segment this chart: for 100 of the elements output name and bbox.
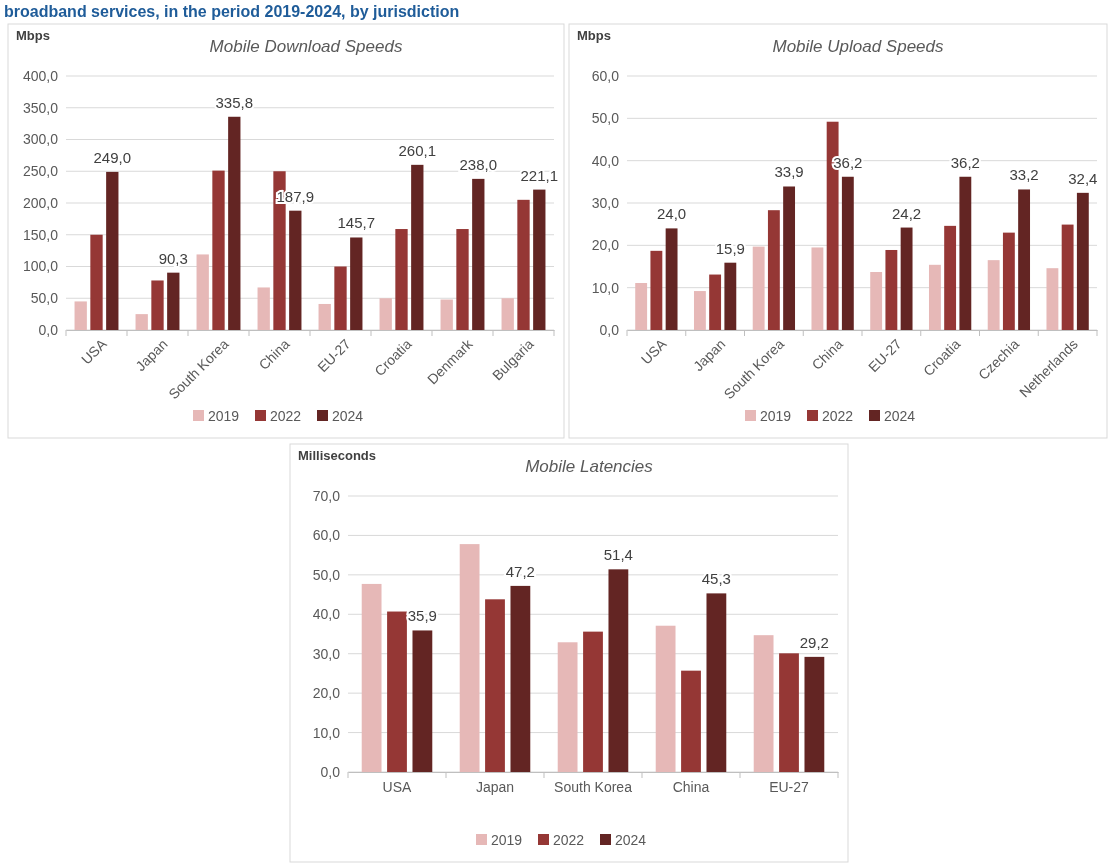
x-tick-label: EU-27 bbox=[769, 778, 810, 795]
bar bbox=[959, 176, 972, 330]
y-tick-label: 30,0 bbox=[591, 194, 620, 211]
data-label: 29,2 bbox=[799, 633, 829, 651]
y-tick-label: 0,0 bbox=[599, 321, 620, 338]
bar bbox=[510, 585, 531, 772]
x-tick-label: USA bbox=[77, 335, 111, 368]
data-label: 249,0 bbox=[93, 148, 132, 166]
data-label: 51,4 bbox=[603, 546, 633, 564]
bar bbox=[361, 583, 382, 772]
y-axis-title: Mbps bbox=[577, 28, 611, 43]
y-tick-label: 10,0 bbox=[591, 279, 620, 296]
data-label: 24,0 bbox=[656, 205, 687, 223]
bar bbox=[485, 599, 505, 772]
bar bbox=[608, 569, 629, 772]
bar bbox=[196, 254, 209, 330]
data-label: 335,8 bbox=[215, 93, 254, 111]
legend-label: 2019 bbox=[760, 408, 792, 424]
y-tick-label: 150,0 bbox=[22, 226, 59, 243]
y-tick-label: 20,0 bbox=[591, 237, 620, 254]
bar bbox=[289, 210, 302, 330]
legend-label: 2019 bbox=[491, 832, 523, 848]
bar bbox=[1076, 192, 1089, 330]
bar bbox=[74, 301, 87, 330]
bar bbox=[379, 298, 392, 330]
x-tick-label: South Korea bbox=[554, 778, 633, 795]
bar bbox=[1061, 224, 1074, 330]
bar bbox=[395, 229, 408, 330]
y-axis-title: Milliseconds bbox=[298, 448, 377, 463]
data-label: 145,7 bbox=[337, 214, 376, 232]
bar bbox=[870, 272, 883, 330]
bar bbox=[900, 227, 913, 330]
bar bbox=[228, 116, 241, 330]
bar bbox=[783, 186, 796, 330]
y-tick-label: 250,0 bbox=[22, 163, 59, 180]
legend-label: 2022 bbox=[270, 408, 302, 424]
bar bbox=[665, 228, 678, 330]
legend-label: 2022 bbox=[822, 408, 854, 424]
legend-label: 2024 bbox=[332, 408, 364, 424]
bar bbox=[752, 246, 765, 330]
y-tick-label: 100,0 bbox=[22, 258, 59, 275]
data-label: 238,0 bbox=[459, 155, 498, 173]
y-tick-label: 70,0 bbox=[312, 487, 341, 504]
bar bbox=[655, 625, 676, 772]
bar bbox=[681, 670, 701, 772]
bar bbox=[706, 593, 727, 772]
data-label: 33,2 bbox=[1009, 166, 1039, 184]
y-tick-label: 60,0 bbox=[312, 527, 341, 544]
bar bbox=[987, 260, 1000, 330]
bar bbox=[257, 287, 270, 330]
legend-label: 2022 bbox=[553, 832, 585, 848]
legend-label: 2024 bbox=[884, 408, 916, 424]
bar bbox=[804, 656, 825, 772]
bar bbox=[90, 234, 103, 330]
bar bbox=[811, 247, 824, 330]
bar bbox=[517, 199, 530, 330]
bar bbox=[944, 225, 957, 330]
bar bbox=[387, 611, 407, 772]
data-label: 47,2 bbox=[505, 562, 535, 580]
y-tick-label: 50,0 bbox=[30, 290, 59, 307]
chart-title: Mobile Download Speeds bbox=[209, 37, 403, 56]
bar bbox=[212, 170, 225, 330]
y-tick-label: 0,0 bbox=[320, 763, 341, 780]
y-tick-label: 50,0 bbox=[591, 110, 620, 127]
y-tick-label: 40,0 bbox=[591, 152, 620, 169]
data-label: 24,2 bbox=[891, 204, 922, 222]
bar bbox=[318, 303, 331, 330]
x-tick-label: Japan bbox=[475, 778, 515, 795]
bar bbox=[1002, 232, 1015, 330]
bar bbox=[650, 250, 663, 330]
bar bbox=[693, 291, 706, 330]
bar bbox=[135, 314, 148, 330]
legend-label: 2024 bbox=[615, 832, 647, 848]
legend-label: 2019 bbox=[208, 408, 240, 424]
bar bbox=[885, 249, 898, 330]
bar bbox=[167, 272, 180, 330]
bar bbox=[1046, 268, 1059, 330]
data-label: 45,3 bbox=[701, 570, 731, 588]
y-tick-label: 40,0 bbox=[312, 606, 341, 623]
bar bbox=[779, 653, 799, 772]
bar bbox=[557, 642, 578, 772]
bar bbox=[928, 264, 941, 330]
y-tick-label: 0,0 bbox=[38, 321, 59, 338]
y-tick-label: 50,0 bbox=[312, 566, 341, 583]
bar bbox=[709, 274, 722, 330]
y-tick-label: 10,0 bbox=[312, 724, 341, 741]
bar bbox=[635, 283, 648, 330]
y-tick-label: 200,0 bbox=[22, 194, 59, 211]
data-label: 36,2 bbox=[950, 153, 980, 171]
bar bbox=[456, 229, 469, 330]
y-axis-title: Mbps bbox=[16, 28, 50, 43]
bar bbox=[412, 630, 433, 772]
bar bbox=[350, 237, 363, 330]
y-tick-label: 20,0 bbox=[312, 685, 341, 702]
x-tick-label: USA bbox=[637, 335, 670, 368]
y-tick-label: 30,0 bbox=[312, 645, 341, 662]
bar bbox=[472, 178, 485, 330]
y-tick-label: 300,0 bbox=[22, 131, 59, 148]
bar bbox=[724, 262, 737, 330]
chart-title: Mobile Upload Speeds bbox=[772, 37, 945, 56]
